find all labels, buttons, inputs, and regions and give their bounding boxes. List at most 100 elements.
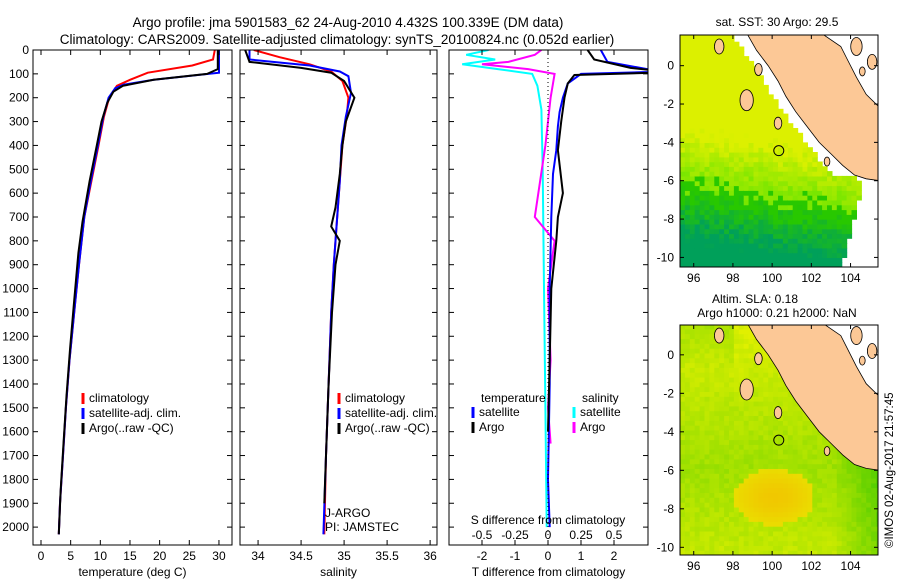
map-cell	[758, 444, 764, 450]
map-cell	[694, 377, 701, 383]
map-cell	[856, 521, 862, 527]
map-cell	[753, 338, 759, 344]
map-cell	[684, 152, 691, 158]
map-cell	[797, 516, 804, 522]
map-cell	[699, 405, 706, 412]
map-cell	[729, 478, 735, 484]
map-cell	[729, 219, 735, 225]
map-cell	[763, 132, 769, 139]
s-tick-label: 0	[545, 528, 552, 542]
map-cell	[778, 147, 784, 153]
map-cell	[763, 526, 769, 532]
map-cell	[704, 328, 710, 335]
map-cell	[680, 454, 686, 460]
map-cell	[709, 108, 715, 115]
map-cell	[763, 219, 769, 225]
map-cell	[792, 228, 799, 235]
map-cell	[871, 530, 877, 537]
map-cell	[753, 257, 759, 263]
map-cell	[729, 123, 735, 129]
map-cell	[724, 108, 730, 115]
map-cell	[699, 41, 706, 48]
map-cell	[866, 526, 872, 532]
map-cell	[782, 128, 789, 134]
map-cell	[704, 482, 710, 489]
map-cell	[797, 410, 804, 416]
map-cell	[684, 209, 691, 215]
map-cell	[680, 497, 686, 503]
map-cell	[748, 209, 755, 215]
map-cell	[733, 401, 740, 407]
map-cell	[733, 123, 740, 129]
map-cell	[684, 401, 691, 407]
map-cell	[714, 75, 720, 81]
map-cell	[856, 526, 862, 532]
map-cell	[733, 41, 740, 48]
panel-difference: -2 -1 0 1 2T difference from climatologytemp…	[448, 49, 649, 579]
map-cell	[782, 425, 789, 431]
map-cell	[724, 521, 730, 527]
map-cell	[768, 228, 774, 235]
map-cell	[748, 454, 755, 460]
map-cell	[768, 545, 774, 551]
map-cell	[729, 511, 735, 518]
map-cell	[773, 257, 779, 263]
map-cell	[802, 454, 808, 460]
map-cell	[699, 104, 706, 110]
map-cell	[787, 516, 794, 522]
map-cell	[719, 487, 725, 493]
map-cell	[699, 550, 706, 555]
map-cell	[709, 195, 715, 201]
map-cell	[787, 238, 794, 244]
map-cell	[729, 325, 735, 330]
map-cell	[724, 190, 730, 196]
map-cell	[831, 262, 838, 267]
map-cell	[743, 113, 750, 119]
x-tick-label: 25	[183, 549, 197, 563]
map-cell	[758, 223, 764, 230]
map-cell	[758, 108, 764, 115]
map-cell	[684, 497, 691, 503]
map-cell	[694, 352, 701, 359]
map-cell	[684, 118, 691, 124]
map-cell	[817, 247, 823, 254]
map-cell	[684, 137, 691, 143]
map-cell	[704, 175, 710, 182]
map-cell	[787, 521, 794, 527]
map-cell	[684, 415, 691, 421]
map-cell	[846, 511, 853, 518]
map-cell	[738, 511, 745, 518]
legend-label: satellite	[580, 405, 621, 419]
salinity-line-satellite-adj-clim-	[248, 50, 353, 535]
map-cell	[817, 506, 823, 513]
map-cell	[709, 497, 715, 503]
map-cell	[689, 381, 696, 388]
map-cell	[738, 113, 745, 119]
map-cell	[792, 195, 799, 201]
map-cell	[871, 511, 877, 518]
y-tick-label: 200	[9, 91, 29, 105]
map-cell	[714, 228, 720, 235]
map-cell	[684, 530, 691, 537]
map-cell	[763, 104, 769, 110]
map-cell	[782, 535, 789, 542]
map-cell	[709, 185, 715, 191]
map-cell	[797, 209, 804, 215]
map-cell	[680, 60, 686, 67]
map-cell	[836, 540, 843, 546]
map-cell	[680, 530, 686, 537]
map-cell	[680, 41, 686, 48]
map-cell	[748, 199, 755, 206]
map-cell	[719, 391, 725, 397]
map-cell	[684, 444, 691, 450]
map-cell	[827, 478, 833, 484]
map-cell	[743, 328, 750, 335]
map-cell	[802, 516, 808, 522]
map-cell	[836, 516, 843, 522]
map-cell	[684, 458, 691, 465]
map-cell	[831, 473, 838, 479]
map-cell	[768, 439, 774, 445]
map-cell	[812, 478, 818, 484]
map-cell	[684, 540, 691, 546]
map-cell	[778, 487, 784, 493]
